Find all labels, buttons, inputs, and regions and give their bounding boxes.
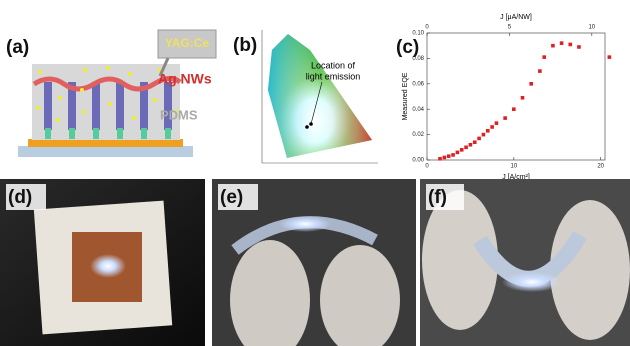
plot-frame xyxy=(426,32,606,161)
x2-tick-label: 0 xyxy=(425,25,429,31)
data-point xyxy=(607,55,612,59)
y-tick-label: 0.04 xyxy=(412,107,424,113)
data-point xyxy=(459,148,464,152)
x-tick-label: 0 xyxy=(425,164,429,170)
data-point xyxy=(538,69,542,73)
label: Ag NWs xyxy=(158,71,212,87)
annotation: Location of xyxy=(311,60,356,70)
cie-diagram xyxy=(261,30,378,164)
y-tick-label: 0.06 xyxy=(412,81,424,87)
data-point xyxy=(512,107,516,111)
data-point xyxy=(481,132,486,137)
y-axis-label: Measured EQE xyxy=(402,72,409,120)
y-tick-label: 0.10 xyxy=(412,31,424,37)
panel-label: (a) xyxy=(6,37,29,58)
y-tick-label: 0.00 xyxy=(412,158,424,164)
data-point xyxy=(446,154,451,158)
schematic xyxy=(18,29,217,157)
x2-tick-label: 10 xyxy=(588,25,595,31)
data-point xyxy=(472,140,477,145)
x2-axis-label: J [μA/NW] xyxy=(500,14,532,21)
data-point xyxy=(442,155,447,160)
data-point xyxy=(542,55,547,59)
data-point xyxy=(438,156,442,161)
y-tick-label: 0.02 xyxy=(412,132,424,138)
panel-label: (d) xyxy=(8,187,32,208)
y-tick-label: 0.08 xyxy=(412,56,424,62)
panel-label: (f) xyxy=(428,187,447,208)
data-point xyxy=(468,142,473,147)
annotation: light emission xyxy=(306,71,361,81)
data-point xyxy=(577,45,581,49)
data-point xyxy=(551,43,555,48)
panel-label: (e) xyxy=(220,187,243,208)
label: YAG:Ce xyxy=(165,36,210,50)
data-point xyxy=(529,82,533,86)
data-point xyxy=(451,153,455,157)
photo xyxy=(0,179,630,346)
data-point xyxy=(464,145,468,150)
panel-label: (b) xyxy=(233,35,257,56)
x-tick-label: 10 xyxy=(510,164,517,170)
x-axis-label: J [A/cm²] xyxy=(502,174,530,181)
data-point xyxy=(455,150,460,155)
panel-label: (c) xyxy=(396,37,419,58)
data-point xyxy=(490,125,494,129)
data-point xyxy=(494,121,499,125)
chart: 0.000.020.040.060.080.100 10 200 5 10J [A/cm… xyxy=(402,14,612,181)
x2-tick-label: 5 xyxy=(508,25,512,31)
data-point xyxy=(559,41,564,45)
data-point xyxy=(477,136,481,141)
data-point xyxy=(503,116,507,120)
label: PDMS xyxy=(160,107,198,122)
x-tick-label: 20 xyxy=(597,164,604,170)
data-point xyxy=(568,42,573,47)
data-point xyxy=(485,128,490,133)
data-point xyxy=(520,95,525,100)
